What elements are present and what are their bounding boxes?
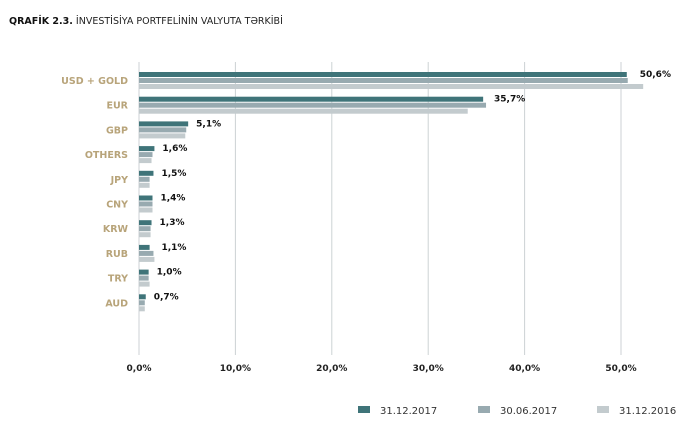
bar-2	[139, 281, 150, 287]
bar-1	[139, 152, 153, 158]
category-label: EUR	[106, 101, 128, 112]
bar-1	[139, 78, 628, 83]
bar-2	[139, 108, 468, 114]
category-label: RUB	[106, 249, 128, 260]
legend-label: 31.12.2017	[380, 406, 437, 417]
bar-1	[139, 201, 153, 207]
data-label: 1,0%	[157, 268, 182, 278]
category-label: AUD	[105, 298, 128, 309]
data-label: 1,5%	[161, 169, 186, 179]
bar-1	[139, 300, 145, 306]
data-label: 1,6%	[162, 144, 187, 154]
bar-0	[139, 121, 189, 127]
legend-label: 31.12.2016	[619, 406, 676, 417]
data-label: 0,7%	[154, 292, 179, 302]
category-label: OTHERS	[85, 150, 128, 161]
data-label: 35,7%	[494, 95, 525, 105]
chart-title-text: İNVESTİSİYA PORTFELİNİN VALYUTA TƏRKİBİ	[75, 16, 283, 27]
category-label: CNY	[106, 200, 128, 211]
data-label: 1,3%	[160, 218, 185, 228]
x-tick-label: 40,0%	[509, 364, 540, 374]
data-label: 5,1%	[196, 119, 221, 129]
data-label: 1,4%	[160, 194, 185, 204]
category-label: GBP	[106, 125, 128, 136]
legend-swatch	[478, 406, 490, 413]
bar-1	[139, 176, 150, 182]
category-label: USD + GOLD	[61, 76, 128, 87]
x-tick-label: 20,0%	[316, 364, 347, 374]
bar-2	[139, 133, 186, 139]
category-label: KRW	[103, 224, 129, 235]
bar-1	[139, 275, 149, 281]
bar-2	[139, 158, 152, 164]
category-label: JPY	[110, 175, 128, 186]
legend-swatch	[358, 406, 370, 413]
bar-2	[139, 84, 644, 89]
bar-2	[139, 256, 155, 262]
chart-title-prefix: QRAFİK 2.3.	[9, 16, 73, 27]
legend-label: 30.06.2017	[500, 406, 557, 417]
bar-0	[139, 220, 152, 226]
data-label: 50,6%	[640, 70, 671, 80]
bar-2	[139, 232, 151, 238]
bar-0	[139, 244, 150, 250]
x-tick-label: 50,0%	[605, 364, 636, 374]
bar-1	[139, 226, 151, 232]
bar-0	[139, 146, 155, 152]
bar-1	[139, 102, 487, 108]
chart-title: QRAFİK 2.3. İNVESTİSİYA PORTFELİNİN VALY…	[9, 16, 283, 27]
bar-0	[139, 170, 154, 176]
data-label: 1,1%	[161, 243, 186, 253]
legend-swatch	[597, 406, 609, 413]
x-tick-label: 0,0%	[127, 364, 152, 374]
bar-1	[139, 250, 154, 256]
bar-2	[139, 182, 150, 188]
category-label: TRY	[108, 274, 128, 285]
bar-0	[139, 195, 153, 201]
bar-0	[139, 269, 149, 275]
bar-1	[139, 127, 187, 133]
bar-2	[139, 306, 145, 312]
bar-0	[139, 96, 484, 102]
bar-2	[139, 207, 153, 213]
x-tick-label: 30,0%	[413, 364, 444, 374]
bar-0	[139, 72, 627, 77]
bar-0	[139, 294, 146, 300]
x-tick-label: 10,0%	[220, 364, 251, 374]
